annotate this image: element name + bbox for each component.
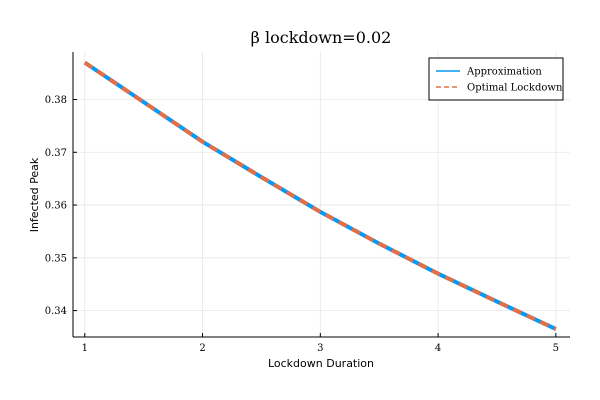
y-tick-label: 0.35 (45, 253, 67, 264)
chart-title: β lockdown=0.02 (251, 28, 392, 47)
legend-label-optimal-lockdown: Optimal Lockdown (467, 83, 563, 94)
y-tick-label: 0.36 (45, 201, 67, 212)
x-tick-label: 2 (199, 343, 205, 354)
y-axis-label: Infected Peak (28, 157, 41, 232)
x-tick-label: 1 (82, 343, 88, 354)
x-tick-label: 5 (553, 343, 559, 354)
series-line-optimal-lockdown (83, 60, 557, 331)
y-tick-label: 0.37 (45, 148, 67, 159)
x-tick-label: 4 (435, 343, 441, 354)
legend-label-approximation: Approximation (466, 67, 542, 78)
ticks: 1 2 3 4 5 0.34 0.35 0.36 0.37 0.38 (45, 95, 559, 354)
x-tick-label: 3 (317, 343, 323, 354)
legend-box (428, 57, 564, 101)
y-tick-label: 0.38 (45, 95, 67, 106)
y-tick-label: 0.34 (45, 306, 67, 317)
x-axis-label: Lockdown Duration (268, 357, 374, 370)
legend: Approximation Optimal Lockdown (428, 57, 564, 101)
series (83, 60, 557, 331)
